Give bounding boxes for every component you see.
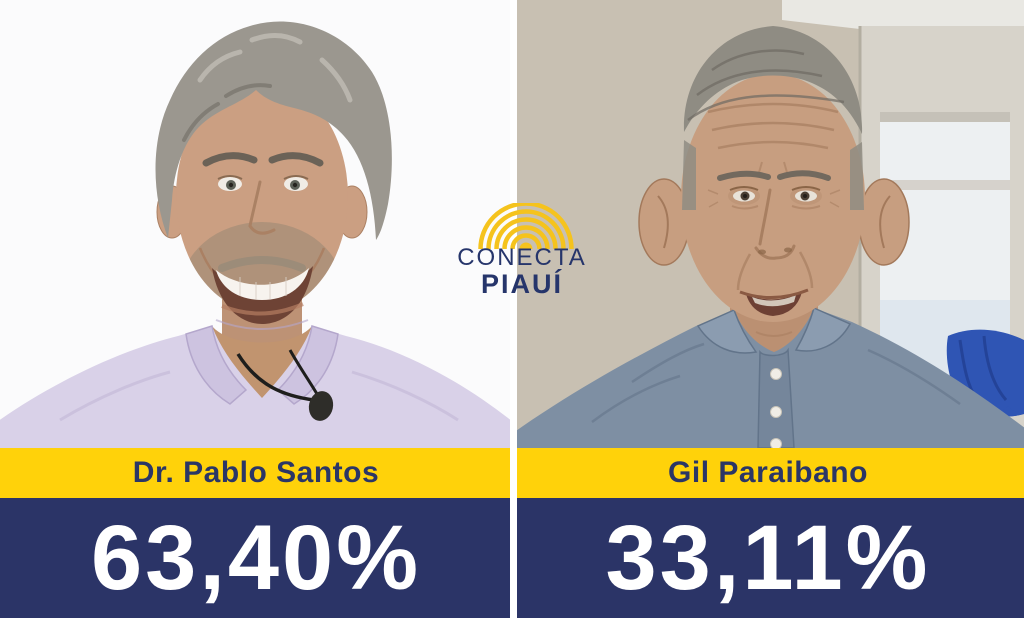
candidate-photo-pablo-santos (0, 0, 512, 448)
logo-arcs-icon (478, 203, 574, 249)
hair (155, 21, 392, 241)
hair (682, 26, 864, 210)
candidate-percentage-bar: 33,11% (512, 498, 1024, 618)
candidate-percentage-bar: 63,40% (0, 498, 512, 618)
shirt (0, 319, 512, 448)
candidate-percentage: 63,40% (90, 506, 422, 609)
candidate-name-bar: Dr. Pablo Santos (0, 448, 512, 498)
facial-features (707, 102, 841, 337)
face (681, 74, 865, 322)
portrait-gil-illustration (512, 0, 1024, 448)
candidate-name: Gil Paraibano (668, 456, 868, 489)
candidate-panel-right: Gil Paraibano 33,11% (512, 0, 1024, 618)
candidate-percentage: 33,11% (605, 506, 931, 609)
necklace (236, 349, 334, 421)
logo-text-piaui: PIAUÍ (480, 269, 563, 299)
shirt (512, 299, 1024, 448)
conecta-piaui-logo: CONECTA PIAUÍ (447, 203, 597, 298)
candidate-name-bar: Gil Paraibano (512, 448, 1024, 498)
candidate-name: Dr. Pablo Santos (132, 456, 380, 489)
logo-text-conecta: CONECTA (457, 244, 587, 271)
panel-divider (510, 0, 517, 618)
candidate-panel-left: Dr. Pablo Santos 63,40% (0, 0, 512, 618)
portrait-pablo-illustration (0, 0, 512, 448)
ears (638, 178, 910, 266)
facial-features (198, 152, 326, 324)
candidate-photo-gil-paraibano (512, 0, 1024, 448)
